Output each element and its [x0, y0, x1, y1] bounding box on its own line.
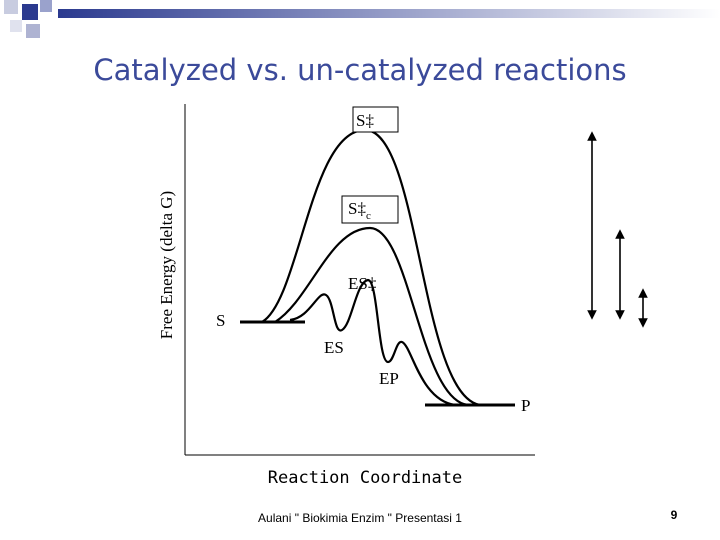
decoration	[4, 0, 720, 38]
label: S‡	[356, 111, 374, 130]
label-box	[352, 106, 399, 133]
axes	[184, 104, 535, 456]
footer: Aulani " Biokimia Enzim " Presentasi 1	[258, 511, 462, 525]
title: Catalyzed vs. un-catalyzed reactions	[93, 53, 626, 87]
label: ES	[324, 338, 344, 357]
x-axis-label: Reaction Coordinate	[268, 468, 462, 488]
label: S‡c	[348, 199, 371, 222]
arrows	[587, 131, 648, 328]
y-axis-label: Free Energy (delta G)	[157, 191, 176, 339]
label: EP	[379, 369, 399, 388]
page-number: 9	[671, 508, 678, 522]
label: ES‡	[348, 274, 376, 293]
curves	[240, 128, 515, 407]
label: c	[366, 210, 371, 222]
label: S‡	[348, 199, 366, 218]
label-box	[341, 195, 399, 224]
label: P	[521, 396, 530, 415]
label: S	[216, 311, 225, 330]
